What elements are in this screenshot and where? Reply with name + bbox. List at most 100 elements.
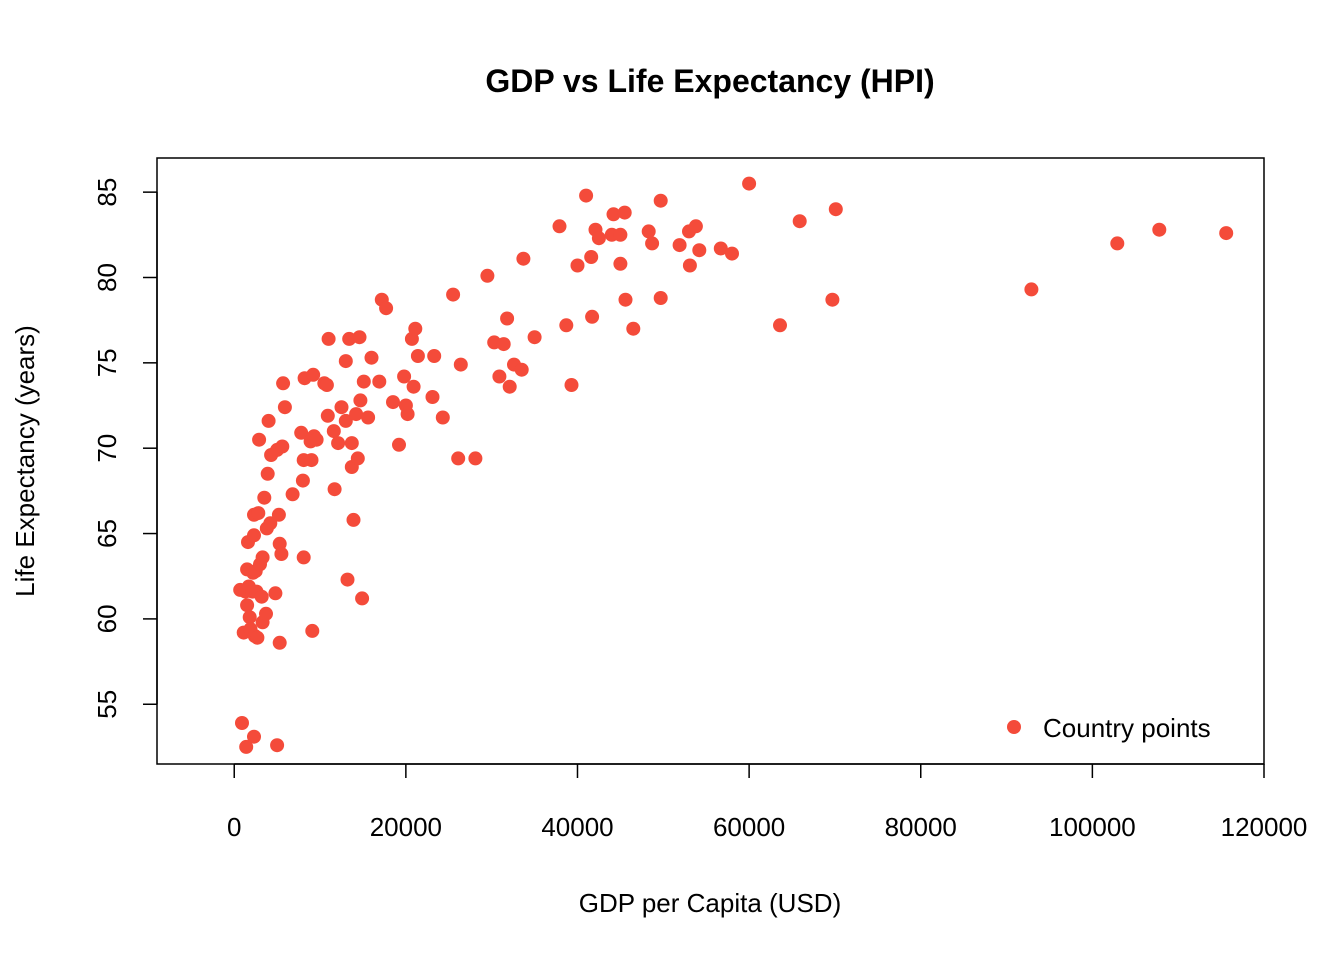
data-point xyxy=(235,716,249,730)
y-axis-label: Life Expectancy (years) xyxy=(10,325,40,597)
data-point xyxy=(342,331,357,346)
data-points xyxy=(233,176,1234,754)
y-tick-label: 70 xyxy=(92,434,122,463)
plot-frame xyxy=(156,157,1265,765)
data-point xyxy=(492,369,507,384)
data-point xyxy=(773,318,787,333)
data-point xyxy=(349,407,364,422)
data-point xyxy=(305,623,320,638)
data-point xyxy=(268,586,283,601)
data-point xyxy=(453,357,468,372)
data-point xyxy=(400,407,415,422)
data-point xyxy=(564,378,579,392)
data-point xyxy=(250,630,265,645)
data-point xyxy=(271,507,286,522)
chart-title: GDP vs Life Expectancy (HPI) xyxy=(485,63,934,99)
data-point xyxy=(480,268,495,283)
legend-marker xyxy=(1007,720,1021,734)
data-point xyxy=(397,369,412,384)
data-point xyxy=(552,219,567,234)
data-point xyxy=(254,589,269,604)
data-point xyxy=(306,367,321,382)
data-point xyxy=(257,490,272,505)
data-point xyxy=(502,379,517,394)
data-point xyxy=(255,550,270,565)
data-point xyxy=(259,606,273,621)
data-point xyxy=(570,258,585,273)
data-point xyxy=(272,635,287,650)
x-tick-label: 40000 xyxy=(541,812,613,842)
data-point xyxy=(320,408,335,423)
data-point xyxy=(425,390,440,404)
data-point xyxy=(379,301,394,316)
data-point xyxy=(331,436,346,451)
data-point xyxy=(326,424,341,439)
data-point xyxy=(584,250,599,264)
data-point xyxy=(606,207,621,222)
data-point xyxy=(346,512,361,527)
data-point xyxy=(261,413,276,428)
y-tick-label: 55 xyxy=(92,690,122,719)
data-point xyxy=(496,337,511,352)
data-point xyxy=(274,547,289,561)
data-point xyxy=(252,432,267,447)
data-point xyxy=(356,374,371,389)
data-point xyxy=(276,376,291,391)
y-axis: 55 60 65 70 75 80 85 xyxy=(92,178,158,719)
data-point xyxy=(408,321,423,336)
x-tick-label: 60000 xyxy=(713,812,785,842)
data-point xyxy=(672,238,687,253)
data-point xyxy=(682,258,697,273)
data-point xyxy=(1152,222,1167,237)
data-point xyxy=(364,350,379,365)
data-point xyxy=(618,292,633,307)
data-point xyxy=(321,331,336,346)
data-point xyxy=(725,246,739,261)
y-tick-label: 85 xyxy=(92,178,122,207)
x-tick-label: 20000 xyxy=(370,812,442,842)
data-point xyxy=(372,374,387,389)
data-point xyxy=(240,598,255,613)
x-axis: 0 20000 40000 60000 80000 100000 120000 xyxy=(227,763,1307,842)
data-point xyxy=(319,378,334,392)
data-point xyxy=(406,379,421,394)
data-point xyxy=(1219,226,1234,241)
data-point xyxy=(361,410,376,425)
data-point xyxy=(386,395,400,410)
data-point xyxy=(392,437,406,452)
data-point xyxy=(338,413,353,428)
data-point xyxy=(242,610,257,625)
data-point xyxy=(692,243,707,258)
data-point xyxy=(353,393,368,408)
data-point xyxy=(247,729,261,744)
data-point xyxy=(340,572,355,587)
data-point xyxy=(585,309,600,324)
y-tick-label: 65 xyxy=(92,519,122,548)
data-point xyxy=(446,287,461,302)
data-point xyxy=(645,236,660,251)
data-point xyxy=(579,188,594,203)
x-axis-label: GDP per Capita (USD) xyxy=(579,888,842,918)
data-point xyxy=(350,451,365,466)
data-point xyxy=(527,330,542,345)
data-point xyxy=(742,176,757,191)
data-point xyxy=(468,451,483,466)
data-point xyxy=(285,487,300,502)
data-point xyxy=(500,311,515,326)
data-point xyxy=(626,321,641,336)
data-point xyxy=(309,432,324,447)
y-tick-label: 60 xyxy=(92,604,122,633)
data-point xyxy=(688,219,703,234)
y-tick-label: 80 xyxy=(92,263,122,292)
data-point xyxy=(304,453,319,468)
data-point xyxy=(613,256,628,271)
data-point xyxy=(251,506,266,521)
legend-label: Country points xyxy=(1043,713,1211,743)
x-tick-label: 0 xyxy=(227,812,241,842)
data-point xyxy=(613,227,628,242)
data-point xyxy=(713,241,728,256)
data-point xyxy=(296,550,311,565)
data-point xyxy=(355,591,370,606)
